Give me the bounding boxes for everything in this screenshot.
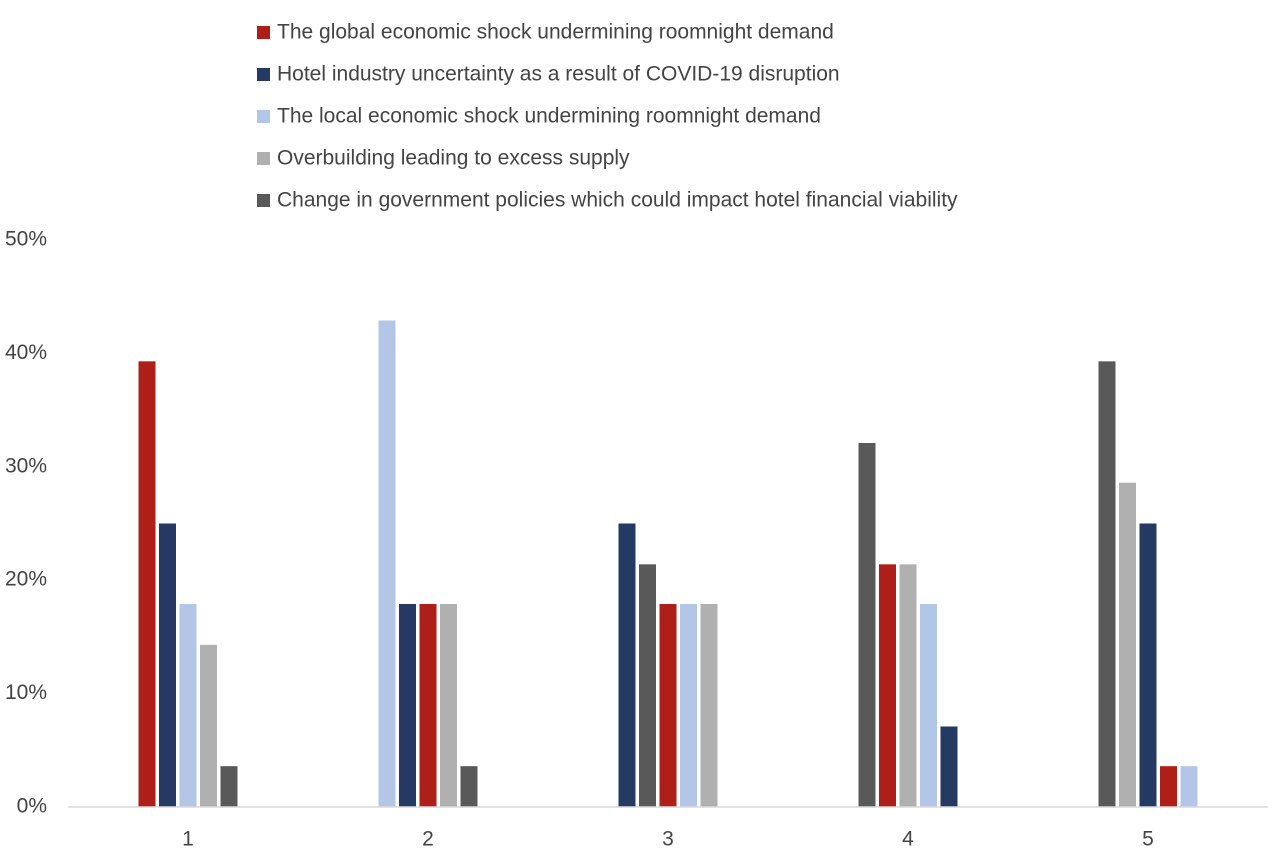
- legend-label-1: The global economic shock undermining ro…: [277, 21, 834, 44]
- x-axis: 1 2 3 4 5: [182, 828, 1154, 851]
- legend-label-3: The local economic shock undermining roo…: [277, 105, 821, 128]
- bar-cat4-series3: [920, 604, 937, 807]
- bars: [138, 320, 1198, 807]
- bar-cat5-series2: [1139, 523, 1157, 807]
- bar-cat3-series2: [618, 523, 636, 807]
- bar-cat4-series2: [940, 726, 958, 807]
- y-tick-label: 20%: [5, 568, 47, 591]
- bar-cat1-series3: [179, 604, 197, 807]
- legend-label-5: Change in government policies which coul…: [277, 189, 958, 212]
- legend-swatch-2: [257, 68, 270, 81]
- bar-cat2-series5: [460, 766, 478, 807]
- bar-cat2-series2: [399, 604, 416, 807]
- bar-cat3-series1: [659, 604, 677, 807]
- y-tick-label: 10%: [5, 681, 47, 704]
- y-tick-label: 0%: [17, 795, 47, 818]
- bar-cat3-series3: [680, 604, 697, 807]
- x-tick-label: 2: [422, 828, 434, 851]
- x-tick-label: 3: [662, 828, 674, 851]
- bar-cat4-series5: [858, 442, 876, 807]
- bar-cat2-series1: [419, 604, 437, 807]
- bar-cat5-series5: [1098, 361, 1116, 807]
- x-tick-label: 1: [182, 828, 194, 851]
- bar-cat3-series4: [700, 604, 718, 807]
- bar-cat5-series1: [1160, 766, 1177, 807]
- y-tick-label: 50%: [5, 228, 47, 251]
- legend-swatch-3: [257, 110, 270, 123]
- x-tick-label: 4: [902, 828, 914, 851]
- x-tick-label: 5: [1142, 828, 1154, 851]
- y-tick-label: 40%: [5, 341, 47, 364]
- legend: The global economic shock undermining ro…: [257, 21, 958, 212]
- bar-cat1-series1: [138, 361, 156, 807]
- bar-cat5-series3: [1180, 766, 1198, 807]
- y-axis: 0% 10% 20% 30% 40% 50%: [5, 228, 47, 818]
- legend-label-4: Overbuilding leading to excess supply: [277, 147, 630, 170]
- bar-cat5-series4: [1119, 482, 1136, 807]
- bar-cat4-series4: [899, 564, 917, 807]
- bar-cat1-series5: [220, 766, 238, 807]
- legend-label-2: Hotel industry uncertainty as a result o…: [277, 63, 840, 86]
- bar-cat4-series1: [879, 564, 896, 807]
- bar-cat3-series5: [639, 564, 656, 807]
- bar-cat1-series4: [200, 644, 217, 807]
- bar-cat1-series2: [159, 523, 176, 807]
- y-tick-label: 30%: [5, 454, 47, 477]
- bar-cat2-series4: [440, 604, 457, 807]
- legend-swatch-5: [257, 194, 270, 207]
- bar-cat2-series3: [378, 320, 396, 807]
- legend-swatch-1: [257, 26, 270, 39]
- legend-swatch-4: [257, 152, 270, 165]
